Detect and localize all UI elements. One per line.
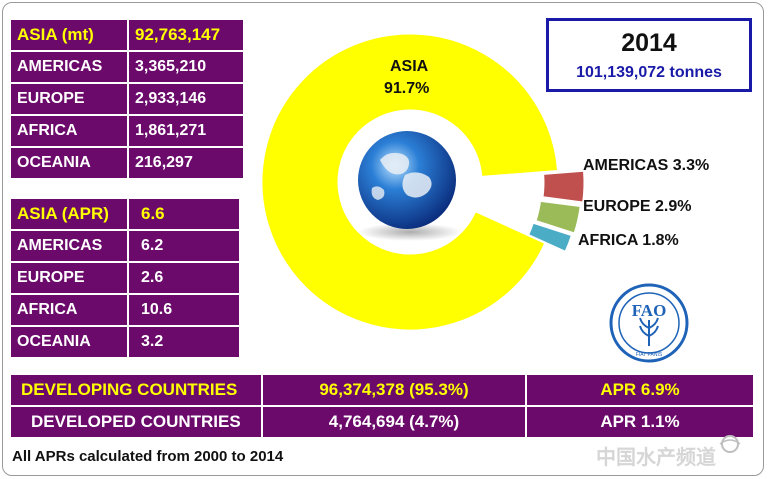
region-cell: OCEANIA	[9, 325, 129, 359]
value-cell: 1,861,271	[127, 114, 245, 148]
production-header-region: ASIA (mt)	[9, 18, 129, 52]
slice-asia	[261, 33, 559, 331]
production-header-row: ASIA (mt) 92,763,147	[9, 18, 245, 52]
table-row: EUROPE 2,933,146	[9, 82, 245, 116]
developing-apr: APR 6.9%	[525, 373, 755, 407]
development-table: DEVELOPING COUNTRIES 96,374,378 (95.3%) …	[9, 373, 755, 439]
region-cell: AFRICA	[9, 293, 129, 327]
americas-slice-label: AMERICAS 3.3%	[583, 157, 710, 174]
apr-cell: 2.6	[127, 261, 241, 295]
total-box: 2014 101,139,072 tonnes	[546, 18, 752, 92]
fao-logo-icon: FAO FIAT PANIS	[609, 283, 689, 363]
developing-label: DEVELOPING COUNTRIES	[9, 373, 263, 407]
region-cell: AMERICAS	[9, 50, 129, 84]
africa-slice-label: AFRICA 1.8%	[578, 232, 679, 249]
region-cell: EUROPE	[9, 261, 129, 295]
year-label: 2014	[621, 29, 677, 57]
apr-cell: 10.6	[127, 293, 241, 327]
value-cell: 2,933,146	[127, 82, 245, 116]
table-row: AFRICA 10.6	[9, 293, 241, 327]
watermark-logo-icon: 中国水产频道	[596, 435, 741, 469]
fao-logo-text: FAO	[632, 301, 667, 320]
developed-label: DEVELOPED COUNTRIES	[9, 405, 263, 439]
developing-value: 96,374,378 (95.3%)	[261, 373, 527, 407]
asia-slice-percent: 91.7%	[384, 80, 430, 97]
apr-table: ASIA (APR) 6.6 AMERICAS 6.2 EUROPE 2.6 A…	[9, 197, 241, 359]
developed-row: DEVELOPED COUNTRIES 4,764,694 (4.7%) APR…	[9, 405, 755, 439]
apr-cell: 6.2	[127, 229, 241, 263]
apr-header-row: ASIA (APR) 6.6	[9, 197, 241, 231]
europe-slice-label: EUROPE 2.9%	[583, 198, 692, 215]
donut-slices	[261, 33, 585, 331]
region-cell: EUROPE	[9, 82, 129, 116]
slice-europe	[535, 200, 581, 234]
fao-motto: FIAT PANIS	[636, 352, 663, 358]
value-cell: 3,365,210	[127, 50, 245, 84]
slice-africa	[528, 222, 572, 252]
region-cell: AMERICAS	[9, 229, 129, 263]
table-row: AMERICAS 3,365,210	[9, 50, 245, 84]
developed-value: 4,764,694 (4.7%)	[261, 405, 527, 439]
slice-americas	[542, 170, 585, 203]
apr-header-region: ASIA (APR)	[9, 197, 129, 231]
table-row: AFRICA 1,861,271	[9, 114, 245, 148]
region-cell: OCEANIA	[9, 146, 129, 180]
total-tonnes: 101,139,072 tonnes	[576, 64, 722, 81]
table-row: OCEANIA 216,297	[9, 146, 245, 180]
production-header-value: 92,763,147	[127, 18, 245, 52]
globe-icon	[358, 131, 462, 241]
apr-header-value: 6.6	[127, 197, 241, 231]
table-row: EUROPE 2.6	[9, 261, 241, 295]
production-table: ASIA (mt) 92,763,147 AMERICAS 3,365,210 …	[9, 18, 245, 180]
footnote: All APRs calculated from 2000 to 2014	[12, 448, 284, 465]
table-row: AMERICAS 6.2	[9, 229, 241, 263]
region-cell: AFRICA	[9, 114, 129, 148]
value-cell: 216,297	[127, 146, 245, 180]
table-row: OCEANIA 3.2	[9, 325, 241, 359]
apr-cell: 3.2	[127, 325, 241, 359]
developing-row: DEVELOPING COUNTRIES 96,374,378 (95.3%) …	[9, 373, 755, 407]
developed-apr: APR 1.1%	[525, 405, 755, 439]
asia-slice-name: ASIA	[390, 58, 429, 75]
watermark-text: 中国水产频道	[596, 445, 716, 469]
